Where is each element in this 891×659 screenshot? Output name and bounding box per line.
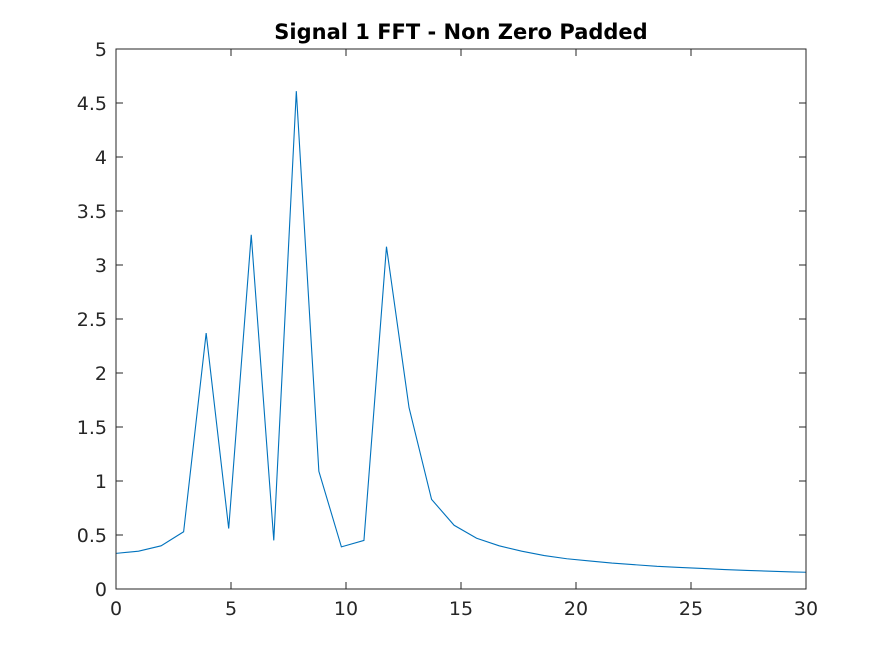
y-tick-label: 4.5: [77, 93, 107, 115]
x-tick-label: 10: [334, 598, 358, 620]
series-line: [115, 91, 807, 573]
x-tick-label: 25: [679, 598, 703, 620]
x-tick-label: 0: [110, 598, 122, 620]
y-tick-labels: 0 0.5 1 1.5 2 2.5 3 3.5 4 4.5 5: [77, 39, 107, 601]
y-tick-label: 3.5: [77, 201, 107, 223]
chart-title: Signal 1 FFT - Non Zero Padded: [274, 20, 647, 44]
y-tick-label: 0: [95, 579, 107, 601]
y-tick-label: 0.5: [77, 525, 107, 547]
y-tick-label: 2.5: [77, 309, 107, 331]
y-tick-label: 2: [95, 363, 107, 385]
y-tick-label: 5: [95, 39, 107, 61]
x-tick-label: 30: [794, 598, 818, 620]
plot-area: [116, 49, 806, 589]
y-tick-label: 4: [95, 147, 107, 169]
y-tick-label: 1: [95, 471, 107, 493]
x-tick-label: 20: [564, 598, 588, 620]
x-tick-labels: 0 5 10 15 20 25 30: [110, 598, 818, 620]
y-tick-label: 3: [95, 255, 107, 277]
x-tick-label: 5: [225, 598, 237, 620]
x-tick-label: 15: [449, 598, 473, 620]
series-lines: [115, 91, 807, 573]
y-tick-label: 1.5: [77, 417, 107, 439]
axes-box: [115, 48, 807, 590]
